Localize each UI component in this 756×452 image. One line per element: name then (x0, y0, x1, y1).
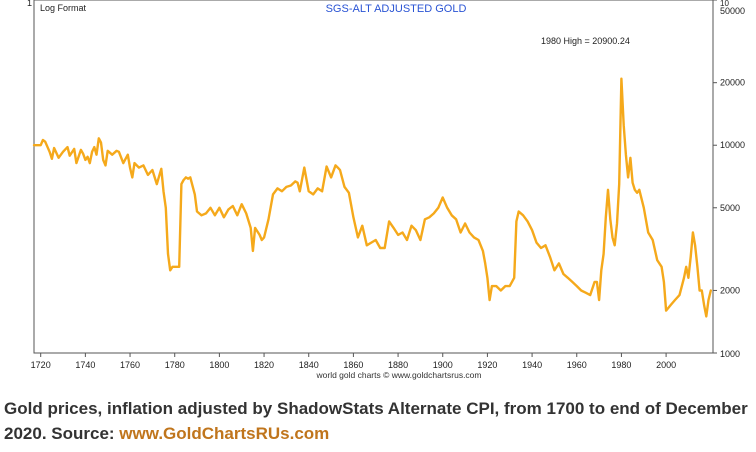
corner-label: Log Format (40, 3, 87, 13)
x-tick-label: 1760 (120, 360, 140, 370)
x-tick-label: 1860 (343, 360, 363, 370)
x-tick-label: 1800 (209, 360, 229, 370)
x-tick-label: 2000 (656, 360, 676, 370)
y-tick-label: 1000 (720, 349, 740, 359)
y-tick-label: 2000 (720, 285, 740, 295)
x-tick-label: 1780 (165, 360, 185, 370)
chart-credit: world gold charts © www.goldchartsrus.co… (316, 370, 482, 380)
high-annotation: 1980 High = 20900.24 (541, 36, 630, 46)
plot-frame (33, 0, 714, 354)
right-axis-top-prefix: 10 (720, 0, 729, 8)
left-axis-top-label: 1 (27, 0, 32, 8)
chart-caption: Gold prices, inflation adjusted by Shado… (4, 396, 752, 446)
caption-text: Gold prices, inflation adjusted by Shado… (4, 399, 748, 443)
y-tick-label: 10000 (720, 140, 745, 150)
x-tick-label: 1900 (433, 360, 453, 370)
x-tick-label: 1820 (254, 360, 274, 370)
x-tick-label: 1960 (567, 360, 587, 370)
y-tick-label: 20000 (720, 78, 745, 88)
x-tick-label: 1880 (388, 360, 408, 370)
x-tick-label: 1940 (522, 360, 542, 370)
series-line (32, 77, 712, 318)
y-tick-label: 5000 (720, 203, 740, 213)
x-tick-label: 1720 (31, 360, 51, 370)
x-tick-label: 1920 (477, 360, 497, 370)
gold-price-chart: 1720 1740 1760 1780 1800 1820 1840 1860 1880 1900… (27, 0, 745, 380)
x-tick-label: 1980 (611, 360, 631, 370)
x-tick-label: 1740 (75, 360, 95, 370)
caption-source-link[interactable]: www.GoldChartsRUs.com (119, 424, 330, 443)
y-tick-label: 50000 (720, 6, 745, 16)
chart-title: SGS-ALT ADJUSTED GOLD (326, 3, 467, 15)
x-tick-label: 1840 (299, 360, 319, 370)
chart-figure: 1720 1740 1760 1780 1800 1820 1840 1860 1880 1900… (27, 0, 745, 380)
